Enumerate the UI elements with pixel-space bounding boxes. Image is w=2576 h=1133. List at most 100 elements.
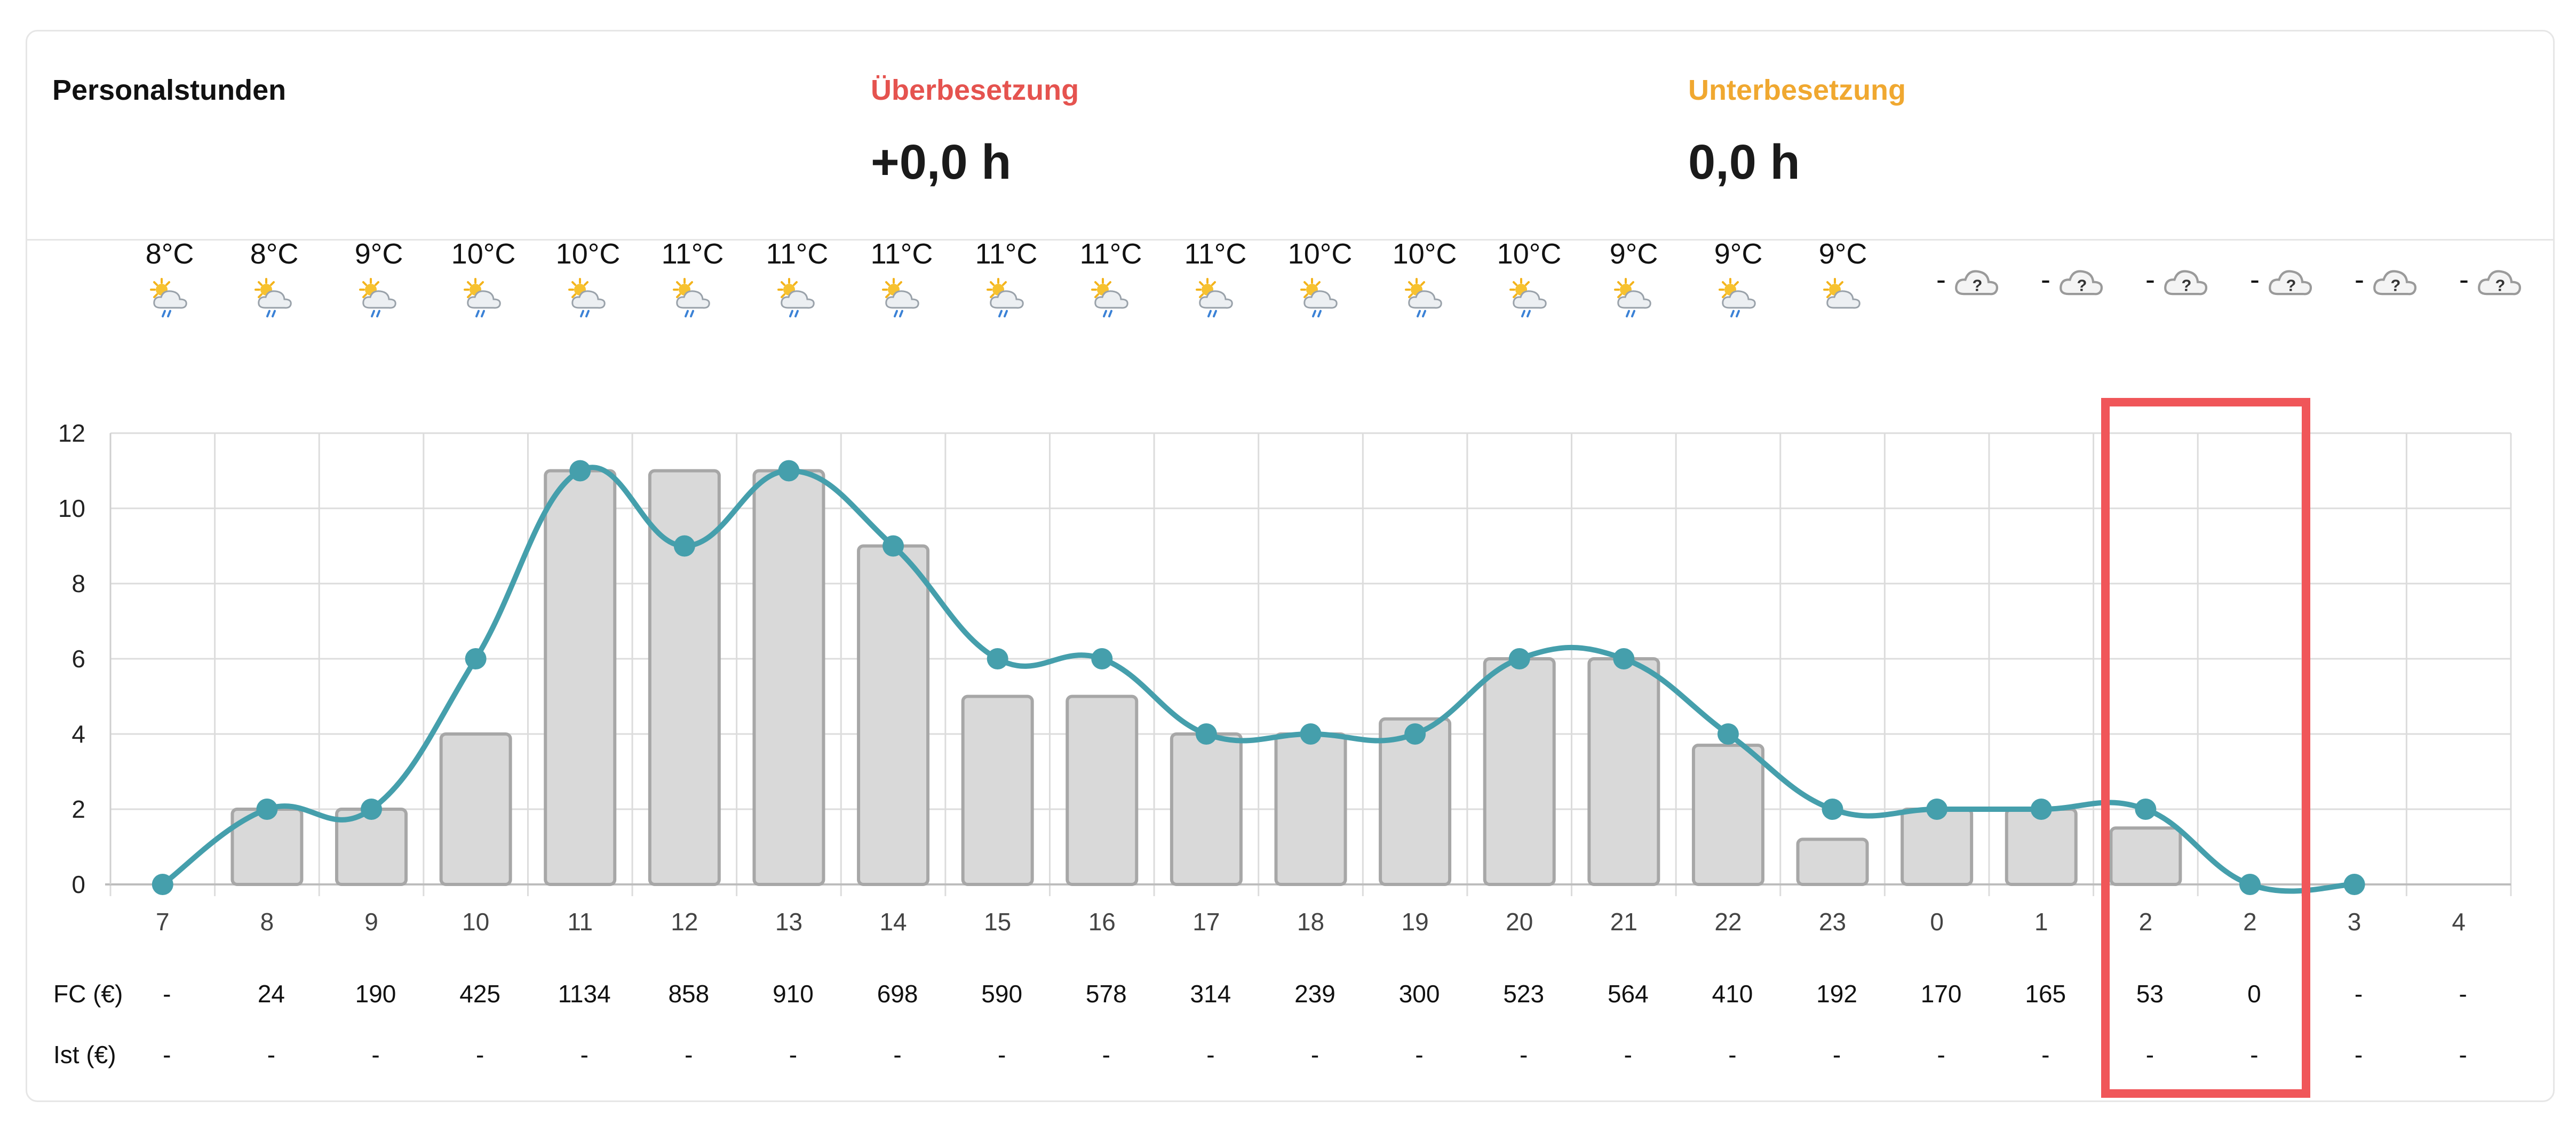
sun-cloud-rain-icon xyxy=(1300,278,1338,317)
ist-cell: - xyxy=(267,1041,276,1068)
line-point xyxy=(1717,723,1739,745)
x-tick-label: 2 xyxy=(2139,908,2153,936)
x-tick-label: 10 xyxy=(462,908,489,936)
x-tick-label: 0 xyxy=(1930,908,1944,936)
line-point xyxy=(1091,648,1113,669)
sun-cloud-rain-icon xyxy=(464,278,501,317)
ist-cell: - xyxy=(2145,1041,2154,1068)
x-tick-label: 8 xyxy=(260,908,274,936)
ist-row-label: Ist (€) xyxy=(53,1041,116,1068)
weather-temp: 9°C xyxy=(1818,238,1867,270)
fc-cell: 170 xyxy=(1920,980,1962,1008)
weather-temp: 11°C xyxy=(870,238,933,270)
bar xyxy=(1274,732,1347,886)
weather-temp: 11°C xyxy=(1079,238,1142,270)
y-tick-label: 2 xyxy=(71,795,85,823)
y-tick-label: 12 xyxy=(58,419,85,447)
weather-cell: -? xyxy=(2243,255,2323,304)
x-tick-label: 22 xyxy=(1714,908,1742,936)
staffing-summary xyxy=(26,30,2555,241)
x-tick-label: 23 xyxy=(1819,908,1846,936)
weather-cell: 9°C xyxy=(1594,237,1674,320)
bar xyxy=(857,544,930,886)
fc-row-label: FC (€) xyxy=(53,980,123,1008)
x-tick-label: 19 xyxy=(1402,908,1429,936)
weather-temp: 10°C xyxy=(1392,238,1457,270)
bar xyxy=(1483,657,1556,886)
ist-cell: - xyxy=(371,1041,380,1068)
ist-cell: - xyxy=(1832,1041,1841,1068)
ist-cell: - xyxy=(893,1041,902,1068)
weather-temp: - xyxy=(2250,264,2260,296)
ist-cell: - xyxy=(1520,1041,1528,1068)
line-point xyxy=(882,535,904,557)
weather-cell: 11°C xyxy=(757,237,837,320)
ist-cell: - xyxy=(163,1041,171,1068)
fc-cell: 53 xyxy=(2136,980,2164,1008)
unknown-weather-icon: ? xyxy=(2478,270,2522,296)
bar xyxy=(544,469,617,886)
weather-temp: 11°C xyxy=(975,238,1038,270)
x-tick-label: 13 xyxy=(775,908,802,936)
weather-temp: 10°C xyxy=(1497,238,1562,270)
sun-cloud-rain-icon xyxy=(1614,278,1651,317)
weather-temp: 9°C xyxy=(1609,238,1658,270)
x-tick-label: 4 xyxy=(2452,908,2466,936)
sun-cloud-rain-icon xyxy=(255,278,292,317)
y-tick-label: 10 xyxy=(58,494,85,522)
bar xyxy=(1587,657,1660,886)
weather-temp: 9°C xyxy=(1714,238,1763,270)
x-tick-label: 15 xyxy=(984,908,1011,936)
weather-cell: 11°C xyxy=(653,237,733,320)
x-tick-label: 12 xyxy=(671,908,698,936)
fc-cell: - xyxy=(2459,980,2467,1008)
x-tick-label: 7 xyxy=(156,908,170,936)
fc-cell: 910 xyxy=(773,980,814,1008)
ist-cell: - xyxy=(998,1041,1006,1068)
weather-cell: 9°C xyxy=(339,237,419,320)
fc-cell: - xyxy=(163,980,171,1008)
bar xyxy=(1901,808,1974,886)
weather-cell: 8°C xyxy=(130,237,210,320)
line-point xyxy=(1508,648,1530,669)
unknown-weather-icon: ? xyxy=(2060,270,2103,296)
bar xyxy=(1379,717,1452,887)
y-tick-label: 4 xyxy=(71,720,85,748)
weather-temp: 10°C xyxy=(451,238,516,270)
line-point xyxy=(2239,874,2261,895)
y-tick-label: 6 xyxy=(71,645,85,673)
fc-cell: 425 xyxy=(459,980,500,1008)
fc-cell: 190 xyxy=(355,980,396,1008)
ist-cell: - xyxy=(2250,1041,2259,1068)
line-point xyxy=(1613,648,1635,669)
sun-cloud-rain-icon xyxy=(1719,278,1756,317)
line-point xyxy=(1404,723,1426,745)
line-point xyxy=(256,799,278,820)
unknown-weather-icon: ? xyxy=(2373,270,2417,296)
sun-cloud-icon xyxy=(1823,278,1861,309)
sun-cloud-rain-icon xyxy=(1405,278,1442,317)
weather-cell: 10°C xyxy=(443,237,523,320)
bar xyxy=(439,732,512,886)
fc-cell: 192 xyxy=(1816,980,1857,1008)
x-tick-label: 16 xyxy=(1088,908,1116,936)
weather-cell: -? xyxy=(2033,255,2113,304)
unknown-weather-icon: ? xyxy=(2164,270,2208,296)
sun-cloud-rain-icon xyxy=(1091,278,1128,317)
weather-temp: 11°C xyxy=(766,238,829,270)
line-point xyxy=(1195,723,1217,745)
x-tick-label: 2 xyxy=(2243,908,2257,936)
x-tick-label: 14 xyxy=(879,908,907,936)
x-tick-label: 9 xyxy=(364,908,378,936)
y-tick-label: 8 xyxy=(71,570,85,597)
bar xyxy=(2109,826,2182,886)
highlight-box xyxy=(2101,398,2310,1098)
line-point xyxy=(2343,874,2365,895)
fc-cell: 698 xyxy=(877,980,918,1008)
sun-cloud-rain-icon xyxy=(777,278,815,317)
weather-temp: - xyxy=(2355,264,2364,296)
fc-cell: 578 xyxy=(1085,980,1127,1008)
bar xyxy=(1796,837,1869,887)
weather-temp: 10°C xyxy=(555,238,621,270)
